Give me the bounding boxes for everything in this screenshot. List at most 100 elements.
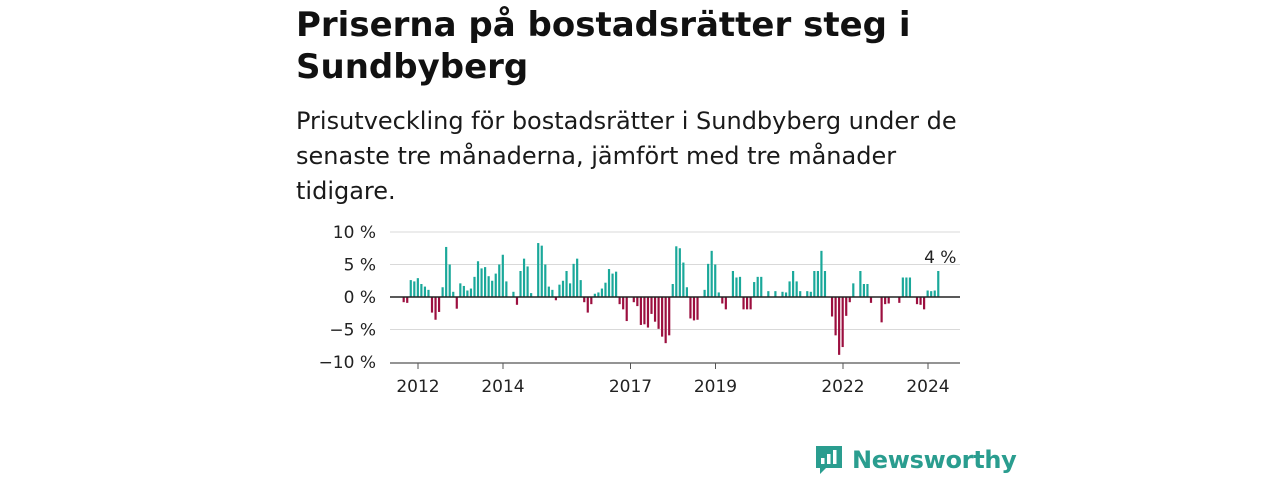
bar [721, 297, 724, 304]
x-tick-label: 2017 [609, 377, 652, 396]
bar [576, 258, 579, 297]
y-tick-label: −5 % [329, 321, 376, 341]
bar [664, 297, 667, 344]
bar [901, 277, 904, 297]
bar [636, 297, 639, 307]
x-tick-label: 2014 [481, 377, 524, 396]
bar [402, 297, 405, 303]
bar [622, 297, 625, 310]
bar [668, 297, 671, 336]
newsworthy-logo: Newsworthy [814, 444, 1017, 476]
bar [537, 243, 540, 297]
bar [494, 273, 497, 297]
bar [484, 267, 487, 297]
bar [682, 262, 685, 297]
bar-chart: 10 % 5 % 0 % −5 % −10 % 2012 2014 2017 2019 2022… [319, 223, 960, 396]
bar [738, 276, 742, 297]
bar [657, 297, 660, 329]
bar [792, 271, 795, 297]
bar [409, 280, 412, 297]
bar [487, 276, 490, 297]
x-axis-labels: 2012 2014 2017 2019 2022 2024 [396, 363, 950, 396]
bar [554, 297, 558, 301]
bar [685, 287, 688, 297]
bar [675, 246, 678, 297]
bar [565, 271, 568, 297]
bar [841, 297, 844, 348]
bar [820, 250, 823, 297]
bar [781, 291, 784, 297]
x-tick-label: 2022 [821, 377, 864, 396]
bar [852, 283, 855, 297]
bar [834, 297, 837, 336]
bar [880, 297, 883, 323]
bar [799, 291, 802, 297]
bar [919, 297, 922, 305]
bar [859, 271, 862, 297]
grid-lines [390, 231, 960, 330]
last-value-label: 4 % [924, 248, 956, 268]
bar [476, 261, 480, 297]
bar [459, 283, 462, 297]
bar [416, 278, 419, 297]
bar [753, 282, 756, 297]
brand-name: Newsworthy [852, 446, 1017, 474]
bar [445, 246, 448, 297]
bar [420, 284, 423, 297]
bar [689, 297, 692, 319]
bar [735, 277, 738, 297]
bar [600, 288, 604, 297]
bar [643, 297, 646, 325]
bar [745, 297, 749, 310]
bar [692, 297, 696, 321]
bar [756, 276, 759, 297]
bar [795, 281, 798, 297]
bar [639, 297, 642, 325]
bar [406, 297, 409, 303]
bar [717, 292, 720, 297]
bar [441, 287, 444, 297]
bar [848, 297, 851, 303]
bar [862, 284, 866, 297]
bar [448, 264, 451, 297]
bar [498, 264, 501, 297]
bar [615, 271, 618, 297]
bar [551, 289, 554, 297]
bar [590, 297, 593, 305]
bar [519, 271, 522, 297]
bar [813, 271, 816, 297]
bar [480, 268, 483, 297]
bar [937, 271, 940, 297]
y-tick-label: −10 % [319, 353, 376, 373]
bar [522, 258, 526, 297]
bar [908, 277, 912, 297]
bar [696, 297, 699, 320]
bar [434, 297, 437, 320]
bar [568, 283, 572, 297]
bar [703, 289, 706, 297]
bar [572, 263, 575, 297]
bar [930, 291, 933, 297]
bar [742, 297, 745, 310]
bar [607, 269, 611, 297]
bar [866, 284, 869, 297]
bar [455, 297, 458, 309]
y-tick-label: 10 % [333, 223, 376, 243]
bar [905, 277, 908, 297]
bar [437, 297, 441, 312]
bar [933, 290, 936, 297]
bar [714, 264, 717, 297]
bar [887, 297, 890, 304]
bar [731, 271, 735, 297]
bar [586, 297, 589, 313]
bar [816, 271, 819, 297]
chart-title: Priserna på bostadsrätter steg i Sundbyb… [296, 5, 911, 87]
bar [653, 297, 657, 322]
y-axis-labels: 10 % 5 % 0 % −5 % −10 % [319, 223, 376, 373]
bars [402, 243, 940, 355]
bar [923, 297, 926, 310]
bar [845, 297, 848, 316]
bar [661, 297, 664, 337]
bar [915, 297, 919, 305]
bar [788, 281, 791, 297]
